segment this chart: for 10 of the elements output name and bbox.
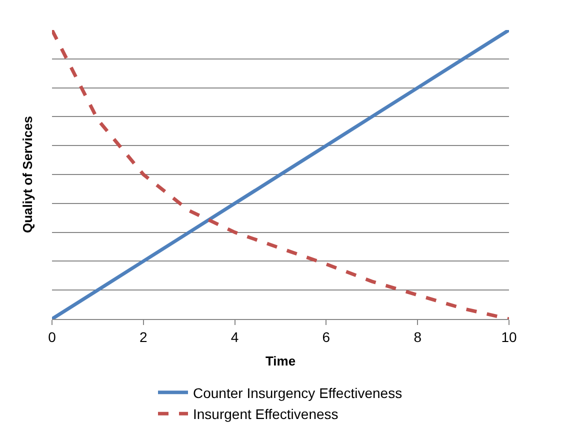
legend-label: Counter Insurgency Effectiveness bbox=[193, 384, 402, 401]
x-tick-label: 8 bbox=[414, 328, 422, 345]
y-axis-title: Qualiyt of Services bbox=[20, 116, 35, 234]
x-tick-label: 6 bbox=[322, 328, 330, 345]
x-tick-label: 4 bbox=[230, 328, 239, 345]
legend-label: Insurgent Effectiveness bbox=[193, 406, 338, 422]
x-axis-title: Time bbox=[265, 353, 296, 368]
x-tick-label: 0 bbox=[48, 328, 56, 345]
x-tick-label: 10 bbox=[501, 328, 517, 345]
x-tick-label: 2 bbox=[140, 328, 148, 345]
